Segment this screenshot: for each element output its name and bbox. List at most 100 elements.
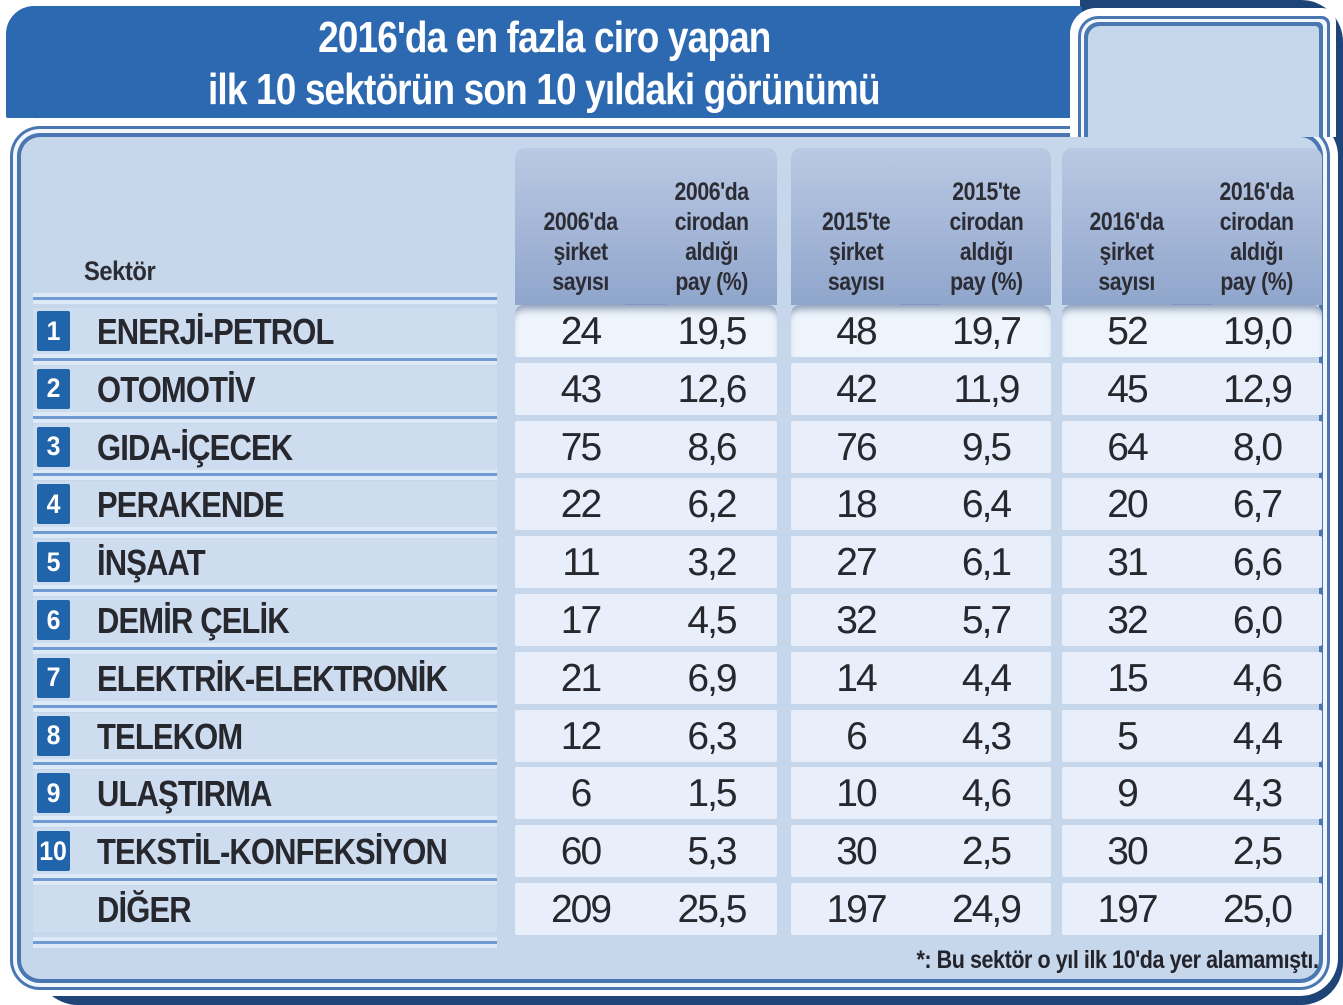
table-row: 7 ELEKTRİK-ELEKTRONİK 21 6,9 14 4,4 15 4… (0, 651, 1343, 710)
value-2006-companies: 17 (560, 599, 602, 642)
page-title: 2016'da en fazla ciro yapan ilk 10 sektö… (6, 12, 1082, 116)
sector-cell: 2 OTOMOTİV (33, 365, 497, 412)
page-title-line1: 2016'da en fazla ciro yapan (317, 13, 771, 62)
value-2016-companies: 5 (1117, 714, 1139, 758)
value-2016-share: 6,0 (1232, 599, 1283, 642)
value-strip-2016: 5 4,4 (1062, 709, 1322, 762)
value-2015-share: 6,1 (961, 541, 1012, 585)
value-2016-companies: 9 (1117, 772, 1139, 816)
frame-white-margin (0, 0, 1080, 10)
value-strip-2006: 60 5,3 (515, 825, 777, 878)
rank-badge: 4 (37, 484, 70, 525)
rank-badge: 1 (37, 311, 70, 351)
rank-number: 1 (46, 315, 61, 346)
value-2015-companies: 14 (836, 656, 877, 700)
value-2006-share: 8,6 (687, 425, 737, 469)
sector-cell: DİĞER (33, 886, 497, 932)
sector-name: ELEKTRİK-ELEKTRONİK (97, 657, 448, 699)
value-strip-2015: 27 6,1 (791, 536, 1051, 589)
value-strip-2016: 45 12,9 (1062, 362, 1322, 415)
rank-badge: 7 (37, 657, 70, 698)
row-divider (33, 874, 497, 885)
rank-number: 5 (46, 546, 61, 577)
value-strip-2016: 64 8,0 (1062, 420, 1322, 473)
rank-number: 10 (39, 835, 68, 866)
sector-cell: 10 TEKSTİL-KONFEKSİYON (33, 828, 497, 875)
row-divider (33, 527, 497, 539)
value-2016-companies: 30 (1107, 830, 1148, 874)
value-2015-companies: 32 (836, 599, 877, 642)
value-strip-2015: 42 11,9 (791, 362, 1051, 415)
value-2015-share: 6,4 (961, 483, 1012, 527)
value-strip-2015: 14 4,4 (791, 651, 1051, 704)
value-2016-share: 12,9 (1223, 367, 1293, 411)
value-strip-2006: 12 6,3 (515, 709, 777, 762)
value-2015-companies: 42 (836, 367, 877, 411)
value-2016-share: 8,0 (1232, 425, 1283, 469)
value-2006-companies: 22 (560, 483, 602, 527)
value-strip-2015: 6 4,3 (791, 709, 1051, 762)
header-block-2015 (791, 148, 1051, 305)
value-2006-share: 6,3 (687, 714, 737, 758)
value-2016-share: 4,4 (1232, 714, 1283, 758)
value-strip-2015: 197 24,9 (791, 883, 1051, 935)
value-strip-2015: 18 6,4 (791, 478, 1051, 531)
value-strip-2016: 197 25,0 (1062, 883, 1322, 935)
column-header-2006-companies: 2006'da şirket sayısı (543, 208, 619, 296)
sector-name: DİĞER (97, 889, 192, 930)
rank-badge: 3 (37, 426, 70, 467)
row-divider (33, 816, 497, 828)
table-row: 10 TEKSTİL-KONFEKSİYON 60 5,3 30 2,5 30 … (0, 825, 1343, 883)
value-strip-2016: 30 2,5 (1062, 825, 1322, 878)
column-header-2016-share: 2016'da cirodan aldığı pay (%) (1219, 178, 1295, 296)
value-2015-share: 4,4 (961, 656, 1012, 700)
value-strip-2006: 22 6,2 (515, 478, 777, 531)
value-2006-companies: 12 (560, 714, 602, 758)
value-2006-companies: 43 (560, 367, 602, 411)
table-row: 5 İNŞAAT 11 3,2 27 6,1 31 6,6 (0, 536, 1343, 594)
value-2015-companies: 18 (836, 483, 877, 527)
value-2015-share: 11,9 (953, 367, 1020, 411)
rank-badge: 8 (37, 715, 70, 756)
value-strip-2006: 75 8,6 (515, 420, 777, 473)
value-2006-share: 4,5 (687, 599, 737, 642)
value-strip-2016: 52 19,0 (1062, 305, 1322, 357)
value-2006-share: 5,3 (687, 830, 737, 874)
rank-badge: 2 (37, 368, 70, 409)
value-2016-companies: 52 (1107, 310, 1148, 353)
row-divider (33, 700, 497, 712)
rank-number: 4 (46, 488, 61, 519)
row-divider (33, 585, 497, 596)
value-strip-2015: 10 4,6 (791, 767, 1051, 820)
value-2015-share: 2,5 (961, 830, 1012, 874)
column-header-2016-companies: 2016'da şirket sayısı (1089, 208, 1165, 296)
table-row: 1 ENERJİ-PETROL 24 19,5 48 19,7 52 19,0 (0, 305, 1343, 363)
value-2006-companies: 60 (560, 830, 602, 874)
column-header-2015-share: 2015'te cirodan aldığı pay (%) (949, 178, 1023, 296)
row-divider (33, 937, 497, 948)
value-2015-share: 9,5 (961, 425, 1012, 469)
sector-cell: 4 PERAKENDE (33, 481, 497, 528)
row-divider (33, 469, 497, 481)
value-2006-companies: 209 (550, 888, 612, 931)
value-2016-companies: 20 (1107, 483, 1148, 527)
header-block-2006 (515, 148, 777, 305)
value-strip-2006: 43 12,6 (515, 362, 777, 415)
row-divider (33, 642, 497, 654)
value-strip-2015: 76 9,5 (791, 420, 1051, 473)
value-strip-2016: 20 6,7 (1062, 478, 1322, 531)
sector-name: DEMİR ÇELİK (97, 600, 290, 641)
row-divider (33, 353, 497, 365)
sector-cell: 6 DEMİR ÇELİK (33, 597, 497, 643)
value-2016-share: 25,0 (1223, 888, 1293, 931)
row-divider (33, 293, 497, 304)
value-2015-share: 4,6 (961, 772, 1012, 816)
value-2006-share: 6,9 (687, 656, 737, 700)
value-2015-companies: 10 (836, 772, 877, 816)
value-2015-share: 19,7 (952, 310, 1022, 353)
value-2015-share: 4,3 (961, 714, 1012, 758)
rank-number: 9 (46, 777, 61, 808)
rank-badge: 10 (37, 831, 70, 872)
